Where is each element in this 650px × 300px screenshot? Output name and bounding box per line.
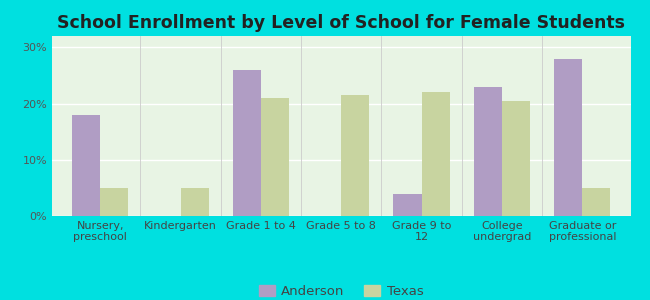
Bar: [181, 188, 209, 216]
Title: School Enrollment by Level of School for Female Students: School Enrollment by Level of School for…: [57, 14, 625, 32]
Bar: [502, 101, 530, 216]
Bar: [582, 188, 610, 216]
Bar: [72, 115, 100, 216]
Bar: [554, 58, 582, 216]
Bar: [422, 92, 450, 216]
Bar: [100, 188, 128, 216]
Legend: Anderson, Texas: Anderson, Texas: [254, 279, 429, 300]
Bar: [474, 87, 502, 216]
Bar: [233, 70, 261, 216]
Bar: [341, 95, 369, 216]
Bar: [261, 98, 289, 216]
Bar: [393, 194, 422, 216]
